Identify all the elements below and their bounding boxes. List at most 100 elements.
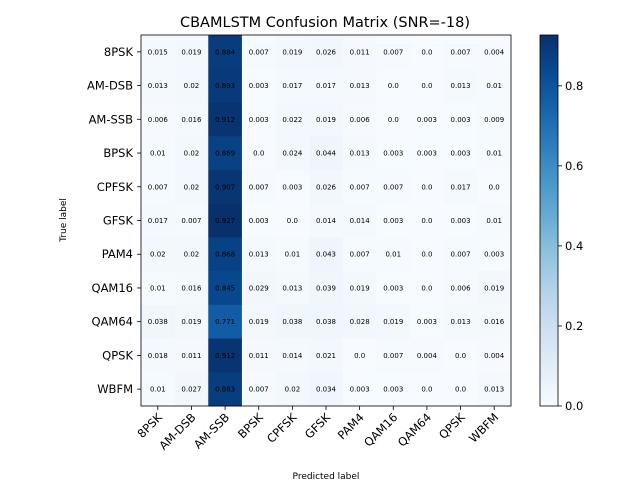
cell-value-label: 0.017: [316, 82, 336, 90]
cell-value-label: 0.021: [316, 352, 336, 360]
heatmap-cell: [174, 203, 209, 238]
heatmap-cell: [208, 68, 243, 103]
heatmap-cell: [342, 169, 377, 205]
heatmap-cell: [309, 169, 344, 205]
cell-value-label: 0.027: [181, 386, 201, 394]
heatmap-cell: [477, 271, 512, 306]
cell-value-label: 0.014: [282, 352, 303, 360]
cell-value-label: 0.006: [148, 116, 169, 124]
heatmap-cell: [241, 372, 277, 407]
heatmap-cell: [141, 35, 176, 70]
cell-value-label: 0.007: [383, 352, 403, 360]
cell-value-label: 0.028: [350, 318, 370, 326]
colorbar-tick-label: 0.8: [565, 79, 583, 93]
cell-value-label: 0.003: [383, 150, 403, 158]
cell-value-label: 0.0: [253, 150, 264, 158]
heatmap-cell: [376, 338, 411, 373]
cell-value-label: 0.018: [148, 352, 168, 360]
colorbar-tick-label: 0.6: [565, 159, 583, 173]
cell-value-label: 0.026: [316, 183, 337, 191]
colorbar-ticks: 0.0 0.2 0.4 0.6 0.8: [558, 79, 583, 413]
cell-value-label: 0.883: [215, 386, 235, 394]
heatmap-cell: [174, 136, 209, 171]
y-tick-label: CPFSK: [97, 180, 134, 194]
cell-value-label: 0.003: [417, 116, 437, 124]
heatmap-cell: [477, 304, 512, 340]
cell-value-label: 0.004: [417, 352, 438, 360]
heatmap-cell: [141, 304, 176, 340]
cell-value-label: 0.009: [484, 116, 504, 124]
x-tick-label: CPFSK: [264, 410, 300, 446]
heatmap-cell: [275, 271, 310, 306]
heatmap-cell: [141, 68, 176, 103]
cell-value-label: 0.007: [249, 48, 269, 56]
cell-value-label: 0.013: [484, 386, 504, 394]
y-tick-label: GFSK: [103, 214, 134, 228]
heatmap-cell: [208, 304, 243, 340]
x-tick-label: BPSK: [235, 410, 266, 441]
cell-value-label: 0.016: [181, 116, 202, 124]
x-tick-label: 8PSK: [134, 410, 165, 441]
y-tick-label: 8PSK: [104, 45, 134, 59]
cell-value-label: 0.007: [451, 48, 471, 56]
cell-value-label: 0.011: [249, 352, 269, 360]
heatmap-cell: [443, 35, 478, 70]
cell-value-label: 0.024: [282, 150, 303, 158]
cell-value-label: 0.019: [282, 48, 302, 56]
cell-value-label: 0.007: [249, 183, 269, 191]
heatmap-cell: [275, 203, 310, 238]
heatmap-cell: [309, 372, 344, 407]
cell-value-label: 0.017: [282, 82, 302, 90]
heatmap-cell: [443, 169, 478, 205]
x-tick-label: QAM64: [395, 410, 434, 449]
cell-value-label: 0.869: [215, 150, 235, 158]
cell-value-label: 0.038: [148, 318, 168, 326]
heatmap-cell: [410, 338, 445, 373]
cell-value-label: 0.013: [350, 82, 370, 90]
heatmap-cell: [410, 68, 445, 103]
cell-value-label: 0.016: [484, 318, 505, 326]
x-tick-label: AM-DSB: [156, 410, 198, 452]
cell-value-label: 0.01: [150, 150, 166, 158]
cell-value-label: 0.044: [316, 150, 337, 158]
cell-value-label: 0.927: [215, 217, 235, 225]
cell-value-label: 0.02: [150, 251, 166, 259]
heatmap-cell: [342, 35, 377, 70]
heatmap-cell: [477, 169, 512, 205]
y-tick-label: WBFM: [97, 382, 133, 396]
cell-value-label: 0.007: [350, 183, 370, 191]
cell-value-label: 0.007: [383, 48, 403, 56]
cell-value-label: 0.017: [148, 217, 168, 225]
heatmap-cell: [410, 35, 445, 70]
heatmap-cell: [174, 169, 209, 205]
heatmap-cell: [275, 372, 310, 407]
heatmap-cell: [208, 203, 243, 238]
cell-value-label: 0.007: [383, 183, 403, 191]
heatmap-cell: [309, 203, 344, 238]
cell-value-label: 0.019: [181, 318, 201, 326]
heatmap-cell: [241, 136, 277, 171]
cell-value-label: 0.0: [421, 251, 432, 259]
heatmap-cell: [141, 102, 176, 137]
x-tick-label: QPSK: [436, 410, 468, 442]
cell-value-label: 0.01: [486, 150, 502, 158]
heatmap-cell: [241, 237, 277, 272]
heatmap-cell: [410, 136, 445, 171]
cell-value-label: 0.019: [383, 318, 403, 326]
heatmap-cell: [141, 237, 176, 272]
cell-value-label: 0.013: [282, 284, 302, 292]
cell-value-label: 0.003: [383, 386, 403, 394]
heatmap-cell: [208, 271, 243, 306]
cell-value-label: 0.019: [249, 318, 269, 326]
cell-value-label: 0.0: [489, 183, 500, 191]
cell-value-label: 0.003: [417, 318, 437, 326]
cell-value-label: 0.845: [215, 284, 235, 292]
heatmap-cell: [275, 136, 310, 171]
heatmap-cell: [376, 237, 411, 272]
cell-value-label: 0.034: [316, 386, 337, 394]
heatmap-cell: [477, 372, 512, 407]
cell-value-label: 0.006: [451, 284, 472, 292]
heatmap-cell: [309, 35, 344, 70]
heatmap-cell: [443, 102, 478, 137]
heatmap-cell: [342, 102, 377, 137]
